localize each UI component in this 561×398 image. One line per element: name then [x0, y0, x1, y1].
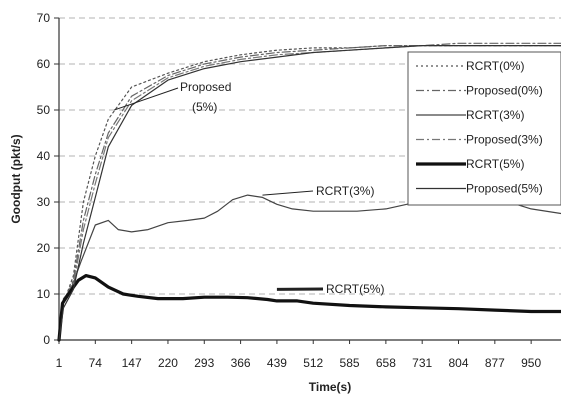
- series-lines: [57, 42, 561, 342]
- x-tick-label: 74: [89, 356, 103, 370]
- x-tick-label: 1: [56, 356, 63, 370]
- legend-label: Proposed(5%): [466, 182, 543, 196]
- annotations: Proposed (5%) RCRT(3%) RCRT(5%): [114, 80, 384, 296]
- x-tick-label: 439: [267, 356, 287, 370]
- annotation-label: (5%): [192, 100, 217, 114]
- y-tick-label: 20: [37, 241, 51, 255]
- y-tick-label: 0: [43, 333, 50, 347]
- y-tick-label: 10: [37, 287, 51, 301]
- series-line-rcrt-0: [58, 45, 561, 341]
- x-tick-label: 293: [194, 356, 214, 370]
- legend-label: RCRT(0%): [466, 59, 524, 73]
- legend-label: Proposed(0%): [466, 84, 543, 98]
- legend-label: RCRT(5%): [466, 157, 524, 171]
- x-axis-label: Time(s): [309, 380, 351, 394]
- x-tick-label: 585: [340, 356, 360, 370]
- y-tick-label: 40: [37, 149, 51, 163]
- x-tick-label: 658: [376, 356, 396, 370]
- legend-label: Proposed(3%): [466, 133, 543, 147]
- x-tick-label: 877: [485, 356, 505, 370]
- annotation-label: RCRT(3%): [316, 184, 374, 198]
- series-line-proposed-5: [58, 45, 561, 341]
- x-tick-label: 366: [231, 356, 251, 370]
- y-tick-label: 50: [37, 103, 51, 117]
- x-axis-ticks: 1 74 147 220 293 366 439 512 585 658 731 804 877 950: [56, 340, 541, 370]
- legend-label: RCRT(3%): [466, 108, 524, 122]
- y-tick-label: 70: [37, 11, 51, 25]
- annotation-label: RCRT(5%): [326, 282, 384, 296]
- series-line-rcrt-5: [57, 274, 561, 342]
- x-tick-label: 220: [158, 356, 178, 370]
- annotation-label: Proposed: [180, 80, 231, 94]
- plot-frame: [58, 18, 561, 341]
- legend: RCRT(0%) Proposed(0%) RCRT(3%) Proposed(3%)…: [407, 51, 561, 206]
- y-axis-label: Goodput (pkt/s): [9, 134, 23, 223]
- annotation-leader: [114, 87, 179, 111]
- y-axis-ticks: 0 10 20 30 40 50 60 70: [37, 11, 59, 347]
- x-tick-label: 731: [412, 356, 432, 370]
- x-tick-label: 147: [122, 356, 142, 370]
- series-line-proposed-0: [58, 42, 561, 341]
- series-line-rcrt-3: [58, 194, 561, 341]
- y-tick-label: 30: [37, 195, 51, 209]
- y-tick-label: 60: [37, 57, 51, 71]
- x-tick-label: 512: [303, 356, 323, 370]
- annotation-leader: [262, 190, 314, 196]
- legend-box: [407, 51, 561, 206]
- x-tick-label: 950: [521, 356, 541, 370]
- grid-lines: [59, 17, 561, 295]
- x-tick-label: 804: [448, 356, 468, 370]
